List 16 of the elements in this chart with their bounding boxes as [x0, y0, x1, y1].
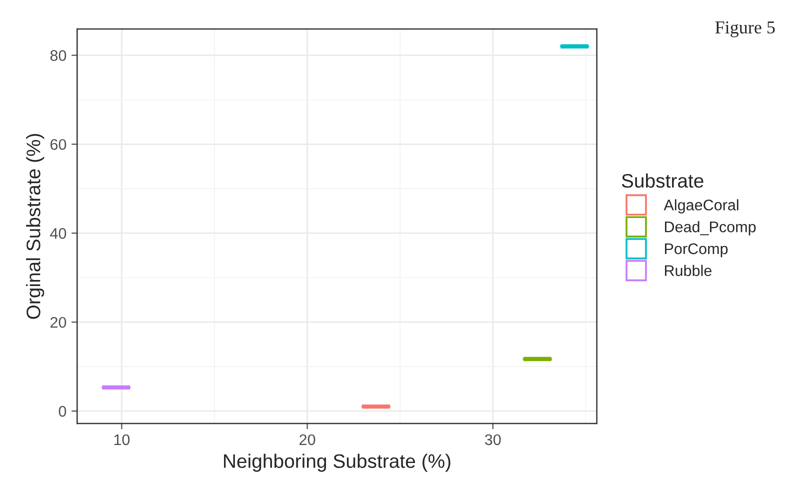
legend-label: Dead_Pcomp [664, 221, 756, 236]
y-tick-label: 0 [58, 406, 66, 417]
y-tick-label: 20 [50, 316, 66, 328]
y-tick-label: 40 [50, 228, 66, 239]
legend-label: Rubble [664, 264, 712, 276]
legend-title: Substrate [622, 173, 704, 188]
legend-label: AlgaeCoral [664, 199, 738, 214]
x-tick-label: 30 [484, 434, 501, 446]
x-tick-label: 10 [114, 434, 130, 446]
y-tick-label: 60 [50, 139, 66, 150]
caption: Figure 5 [715, 21, 775, 38]
x-tick-label: 20 [300, 434, 316, 446]
x-axis-title: Neighboring Substrate (%) [224, 454, 450, 472]
y-tick-label: 80 [50, 50, 66, 61]
y-axis-title: Orginal Substrate (%) [26, 134, 44, 319]
legend-label: PorComp [664, 243, 728, 258]
